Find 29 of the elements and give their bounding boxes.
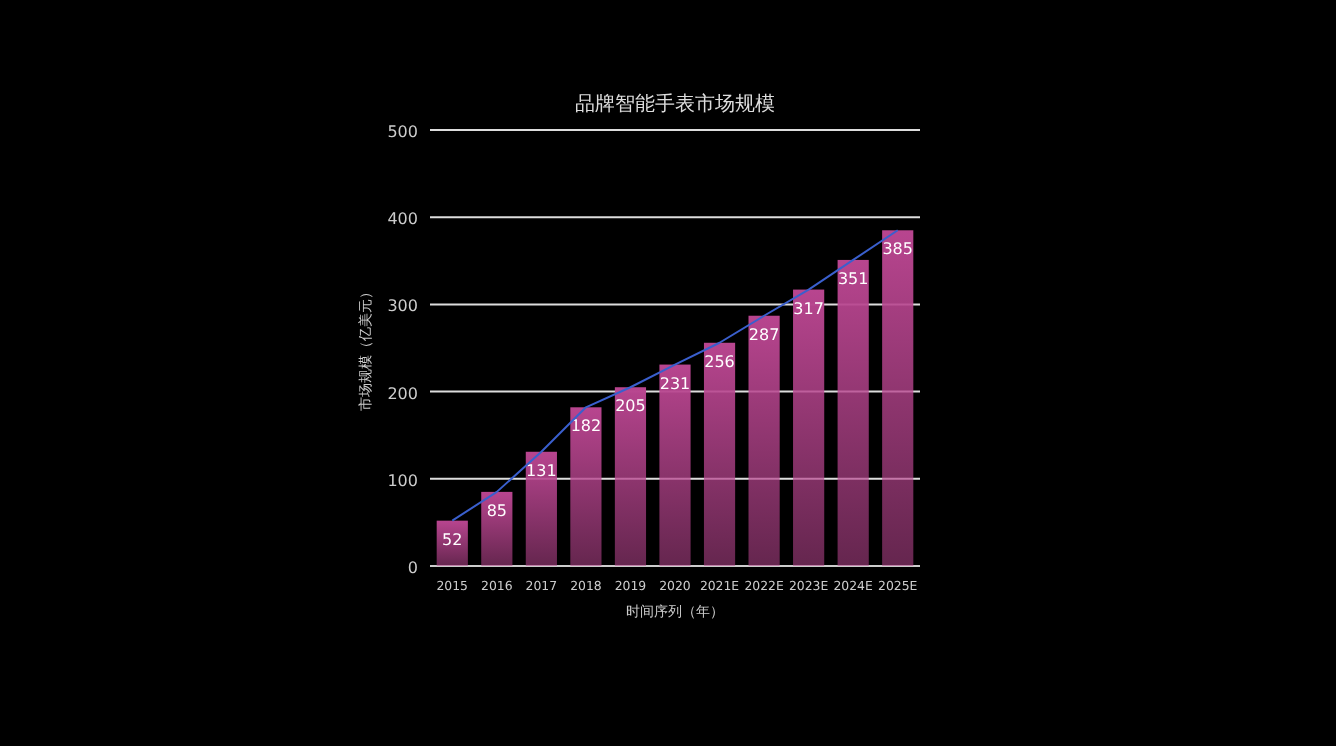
bar (659, 364, 691, 566)
bar (614, 387, 647, 566)
data-label: 52 (442, 530, 463, 549)
bar (525, 451, 557, 566)
y-tick-label: 200 (387, 384, 418, 403)
bar (748, 315, 780, 566)
y-tick-label: 0 (407, 559, 418, 577)
chart-title: 品牌智能手表市场规模 (575, 92, 775, 116)
y-tick-label: 400 (387, 210, 418, 229)
bar (882, 230, 914, 566)
data-label: 131 (526, 461, 557, 480)
y-tick-label: 500 (387, 123, 418, 141)
data-label: 317 (793, 299, 824, 318)
data-label: 231 (659, 374, 691, 393)
bar (570, 407, 602, 566)
bar (703, 342, 736, 566)
bar (793, 289, 825, 566)
data-label: 385 (882, 240, 914, 259)
y-tick-label: 300 (387, 297, 418, 316)
data-label: 256 (704, 352, 735, 371)
data-label: 287 (748, 325, 780, 344)
bar (481, 491, 513, 566)
y-tick-label: 100 (387, 471, 418, 490)
data-label: 205 (615, 397, 646, 416)
bar (837, 259, 869, 566)
data-label: 182 (570, 417, 602, 436)
data-label: 351 (837, 269, 869, 288)
data-label: 85 (486, 501, 508, 520)
bar (436, 520, 468, 566)
